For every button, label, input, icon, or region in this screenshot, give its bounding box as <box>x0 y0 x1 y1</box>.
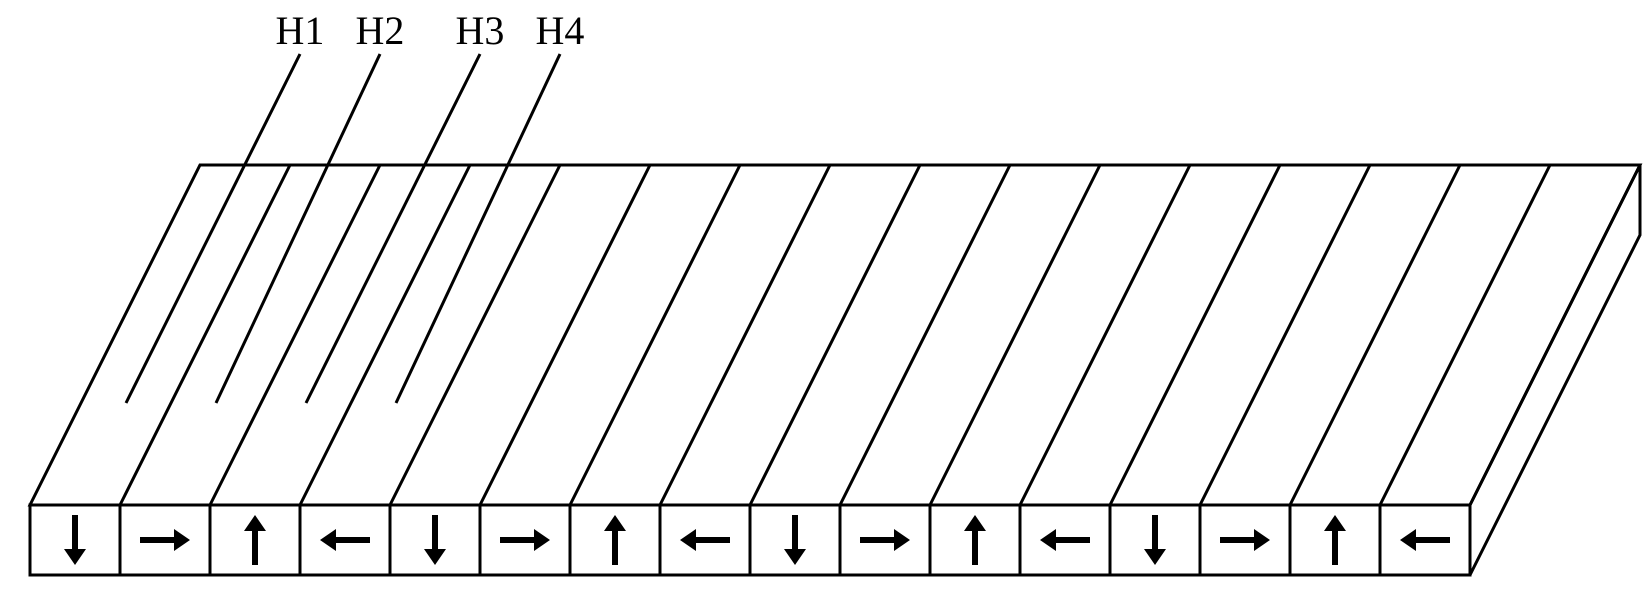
arrow-right-icon <box>860 529 910 551</box>
arrow-left-icon <box>1400 529 1450 551</box>
segment-divider-top <box>1200 165 1370 505</box>
arrow-up-icon <box>244 515 266 565</box>
arrow-left-icon <box>680 529 730 551</box>
segment-divider-top <box>390 165 560 505</box>
leader-line-H1 <box>126 54 300 403</box>
segment-divider-top <box>300 165 470 505</box>
arrow-left-icon <box>1040 529 1090 551</box>
arrow-up-icon <box>604 515 626 565</box>
label-H4: H4 <box>536 8 585 53</box>
segment-divider-top <box>1290 165 1460 505</box>
leader-line-H2 <box>216 54 380 403</box>
segment-divider-top <box>840 165 1010 505</box>
leader-line-H4 <box>396 54 560 403</box>
arrow-down-icon <box>64 515 86 565</box>
arrow-right-icon <box>140 529 190 551</box>
arrow-left-icon <box>320 529 370 551</box>
segment-divider-top <box>1380 165 1550 505</box>
label-H2: H2 <box>356 8 405 53</box>
segment-labels: H1 H2 H3 H4 <box>126 8 584 403</box>
arrow-up-icon <box>1324 515 1346 565</box>
arrow-down-icon <box>424 515 446 565</box>
arrow-up-icon <box>964 515 986 565</box>
leader-line-H3 <box>306 54 480 403</box>
segment-divider-top <box>1110 165 1280 505</box>
segment-divider-top <box>1020 165 1190 505</box>
segment-divider-top <box>930 165 1100 505</box>
arrow-right-icon <box>500 529 550 551</box>
arrow-down-icon <box>1144 515 1166 565</box>
segment-divider-top <box>480 165 650 505</box>
segment-divider-top <box>750 165 920 505</box>
arrow-down-icon <box>784 515 806 565</box>
label-H1: H1 <box>276 8 325 53</box>
segment-divider-top <box>660 165 830 505</box>
segment-divider-top <box>570 165 740 505</box>
slab-right-face <box>1470 165 1640 575</box>
arrow-right-icon <box>1220 529 1270 551</box>
segment-divider-top <box>210 165 380 505</box>
magnet-array-slab <box>30 165 1640 575</box>
label-H3: H3 <box>456 8 505 53</box>
magnetization-arrows <box>64 515 1450 565</box>
segment-divider-top <box>120 165 290 505</box>
